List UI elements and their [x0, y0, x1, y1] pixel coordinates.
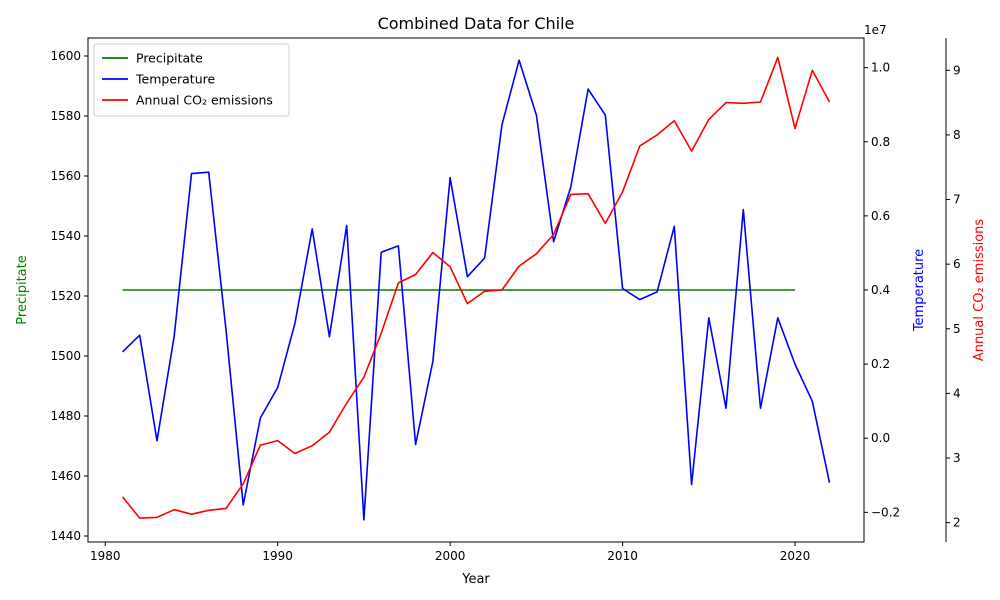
left-tick-label: 1600: [50, 49, 81, 63]
x-tick-label: 2010: [607, 549, 638, 563]
x-axis: 1980 1990 2000 2010 2020: [90, 542, 810, 563]
plot-lines: [121, 56, 831, 521]
right2-tick-label: 6: [953, 257, 961, 271]
left-axis-label: Precipitate: [15, 255, 30, 324]
right2-axis-label: Annual CO₂ emissions: [972, 219, 987, 362]
legend-box: [93, 43, 290, 117]
right2-tick-label: 7: [953, 193, 961, 207]
plot-frame: [87, 37, 865, 543]
right1-tick-label: 1.0: [871, 61, 890, 75]
legend-label: Precipitate: [136, 51, 203, 66]
left-tick-label: 1520: [50, 289, 81, 303]
left-tick-label: 1440: [50, 529, 81, 543]
right2-tick-label: 9: [953, 63, 961, 77]
left-tick-label: 1500: [50, 349, 81, 363]
legend-label: Annual CO₂ emissions: [136, 93, 273, 108]
left-tick-label: 1460: [50, 469, 81, 483]
right2-tick-label: 2: [953, 516, 961, 530]
x-tick-label: 2000: [435, 549, 466, 563]
right1-tick-label: 0.0: [871, 431, 890, 445]
left-tick-label: 1540: [50, 229, 81, 243]
right2-axis: 2 3 4 5 6 7 8 9: [945, 38, 961, 542]
series-line-3: [121, 56, 831, 519]
x-axis-label: Year: [461, 572, 490, 587]
right1-axis: −0.2 0.0 0.2 0.4 0.6 0.8 1.0: [864, 61, 900, 519]
right1-tick-label: 0.8: [871, 135, 890, 149]
legend: Precipitate Temperature Annual CO₂ emissio…: [93, 43, 290, 117]
right2-tick-label: 3: [953, 451, 961, 465]
right2-tick-label: 8: [953, 128, 961, 142]
left-tick-label: 1480: [50, 409, 81, 423]
right1-offset-text: 1e7: [864, 23, 887, 37]
right1-axis-label: Temperature: [912, 249, 927, 332]
right2-tick-label: 5: [953, 322, 961, 336]
x-tick-label: 2020: [780, 549, 811, 563]
left-axis: 1440 1460 1480 1500 1520 1540 1560 1580 1600: [50, 49, 88, 543]
right1-tick-label: −0.2: [871, 505, 900, 519]
x-tick-label: 1990: [262, 549, 293, 563]
chart-title: Combined Data for Chile: [378, 14, 575, 33]
right1-tick-label: 0.2: [871, 357, 890, 371]
right1-tick-label: 0.4: [871, 283, 890, 297]
left-tick-label: 1560: [50, 169, 81, 183]
right2-tick-label: 4: [953, 386, 961, 400]
left-tick-label: 1580: [50, 109, 81, 123]
x-tick-label: 1980: [90, 549, 121, 563]
legend-label: Temperature: [135, 72, 215, 87]
right1-tick-label: 0.6: [871, 209, 890, 223]
series-line-2: [121, 59, 831, 521]
